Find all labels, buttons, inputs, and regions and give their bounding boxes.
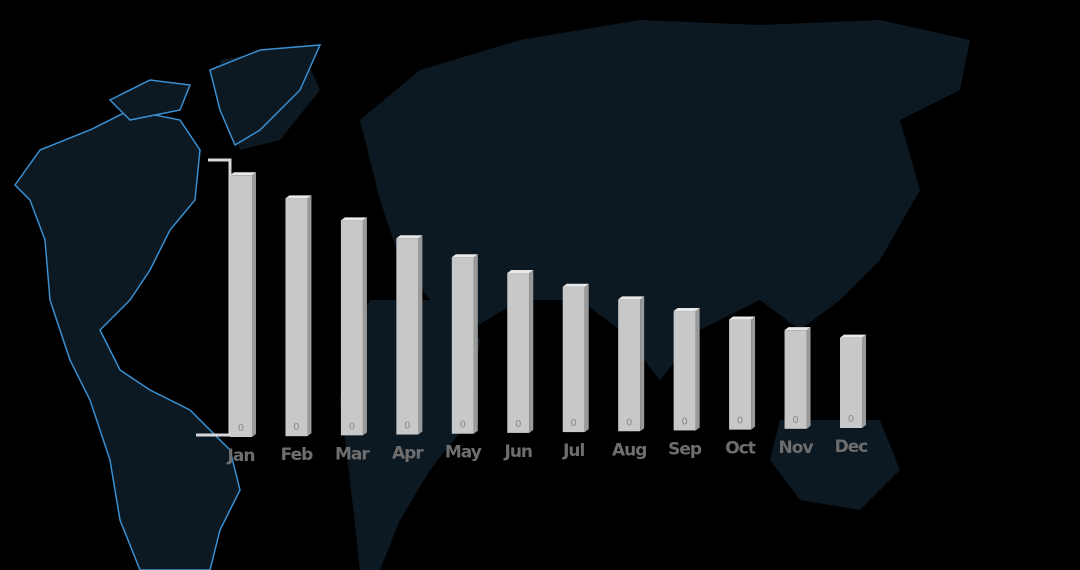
bar-top (784, 327, 811, 331)
bar-top (507, 269, 534, 273)
world-map (220, 20, 970, 570)
bar (784, 327, 811, 429)
bar-front (562, 286, 585, 433)
bar-side (640, 296, 645, 432)
bar-top (673, 308, 700, 312)
x-tick-label: Aug (612, 440, 646, 460)
bar-top (451, 254, 478, 258)
bar-side (751, 316, 756, 430)
bar-front (396, 238, 419, 435)
bar (507, 269, 534, 433)
bar-side (473, 254, 478, 434)
bar-side (529, 269, 534, 433)
bar (230, 172, 256, 438)
x-tick-label: Mar (335, 444, 370, 464)
bar-side (362, 217, 367, 436)
x-tick-label: Dec (835, 437, 868, 457)
x-tick-label: Feb (281, 445, 313, 465)
bars: 0 Jan 0 Feb 0 Mar 0 Apr 0 May 0 Jun 0 Jul 0 Aug 0 Sep 0 Oct… (227, 172, 868, 466)
bar-front (507, 272, 530, 433)
bar-base-label: 0 (238, 423, 244, 434)
bar-top (618, 296, 645, 300)
americas-outline (14, 44, 322, 570)
bar (396, 235, 423, 435)
bar (673, 308, 700, 431)
x-tick-label: May (445, 443, 482, 463)
x-tick-label: Apr (392, 444, 424, 464)
bar-front (285, 198, 308, 437)
axis-bracket (196, 158, 232, 437)
bar-base-label: 0 (460, 420, 466, 431)
bar-front (340, 220, 363, 436)
bar-front (673, 311, 696, 431)
bar-base-label: 0 (737, 416, 743, 427)
bar-top (396, 235, 423, 239)
bar-front (230, 175, 252, 438)
bar-top (840, 334, 866, 338)
x-tick-label: Jan (227, 446, 255, 466)
bar-top (562, 283, 589, 287)
x-tick-label: Jul (562, 441, 584, 461)
bar-base-label: 0 (848, 414, 854, 425)
bar-front (729, 319, 752, 430)
bar-side (584, 283, 589, 433)
bar-front (618, 299, 641, 432)
bar-base-label: 0 (349, 421, 355, 432)
bar-side (862, 334, 866, 428)
bar-side (418, 235, 423, 435)
bar-base-label: 0 (404, 421, 410, 432)
bar-base-label: 0 (515, 419, 521, 430)
bar-front (840, 337, 862, 428)
bar-side (307, 195, 312, 437)
bar (729, 316, 756, 430)
bar-top (340, 217, 367, 221)
bar-base-label: 0 (681, 416, 687, 427)
bar (285, 195, 312, 437)
bar-side (806, 327, 811, 429)
bar-front (451, 257, 474, 434)
bar (451, 254, 478, 434)
bar-side (252, 172, 256, 438)
x-tick-label: Nov (779, 438, 814, 458)
x-tick-label: Sep (668, 439, 702, 459)
bar-front (784, 330, 807, 429)
x-tick-label: Jun (504, 442, 533, 462)
bar (618, 296, 645, 432)
bar-base-label: 0 (293, 422, 299, 433)
bar-base-label: 0 (571, 418, 577, 429)
bar (562, 283, 589, 433)
bar-top (230, 172, 256, 176)
bar (840, 334, 866, 428)
bar-top (285, 195, 312, 199)
bar-base-label: 0 (792, 415, 798, 426)
x-tick-label: Oct (725, 439, 756, 459)
bar-top (729, 316, 756, 320)
bar (340, 217, 367, 436)
bar-base-label: 0 (626, 417, 632, 428)
bar-side (695, 308, 700, 431)
